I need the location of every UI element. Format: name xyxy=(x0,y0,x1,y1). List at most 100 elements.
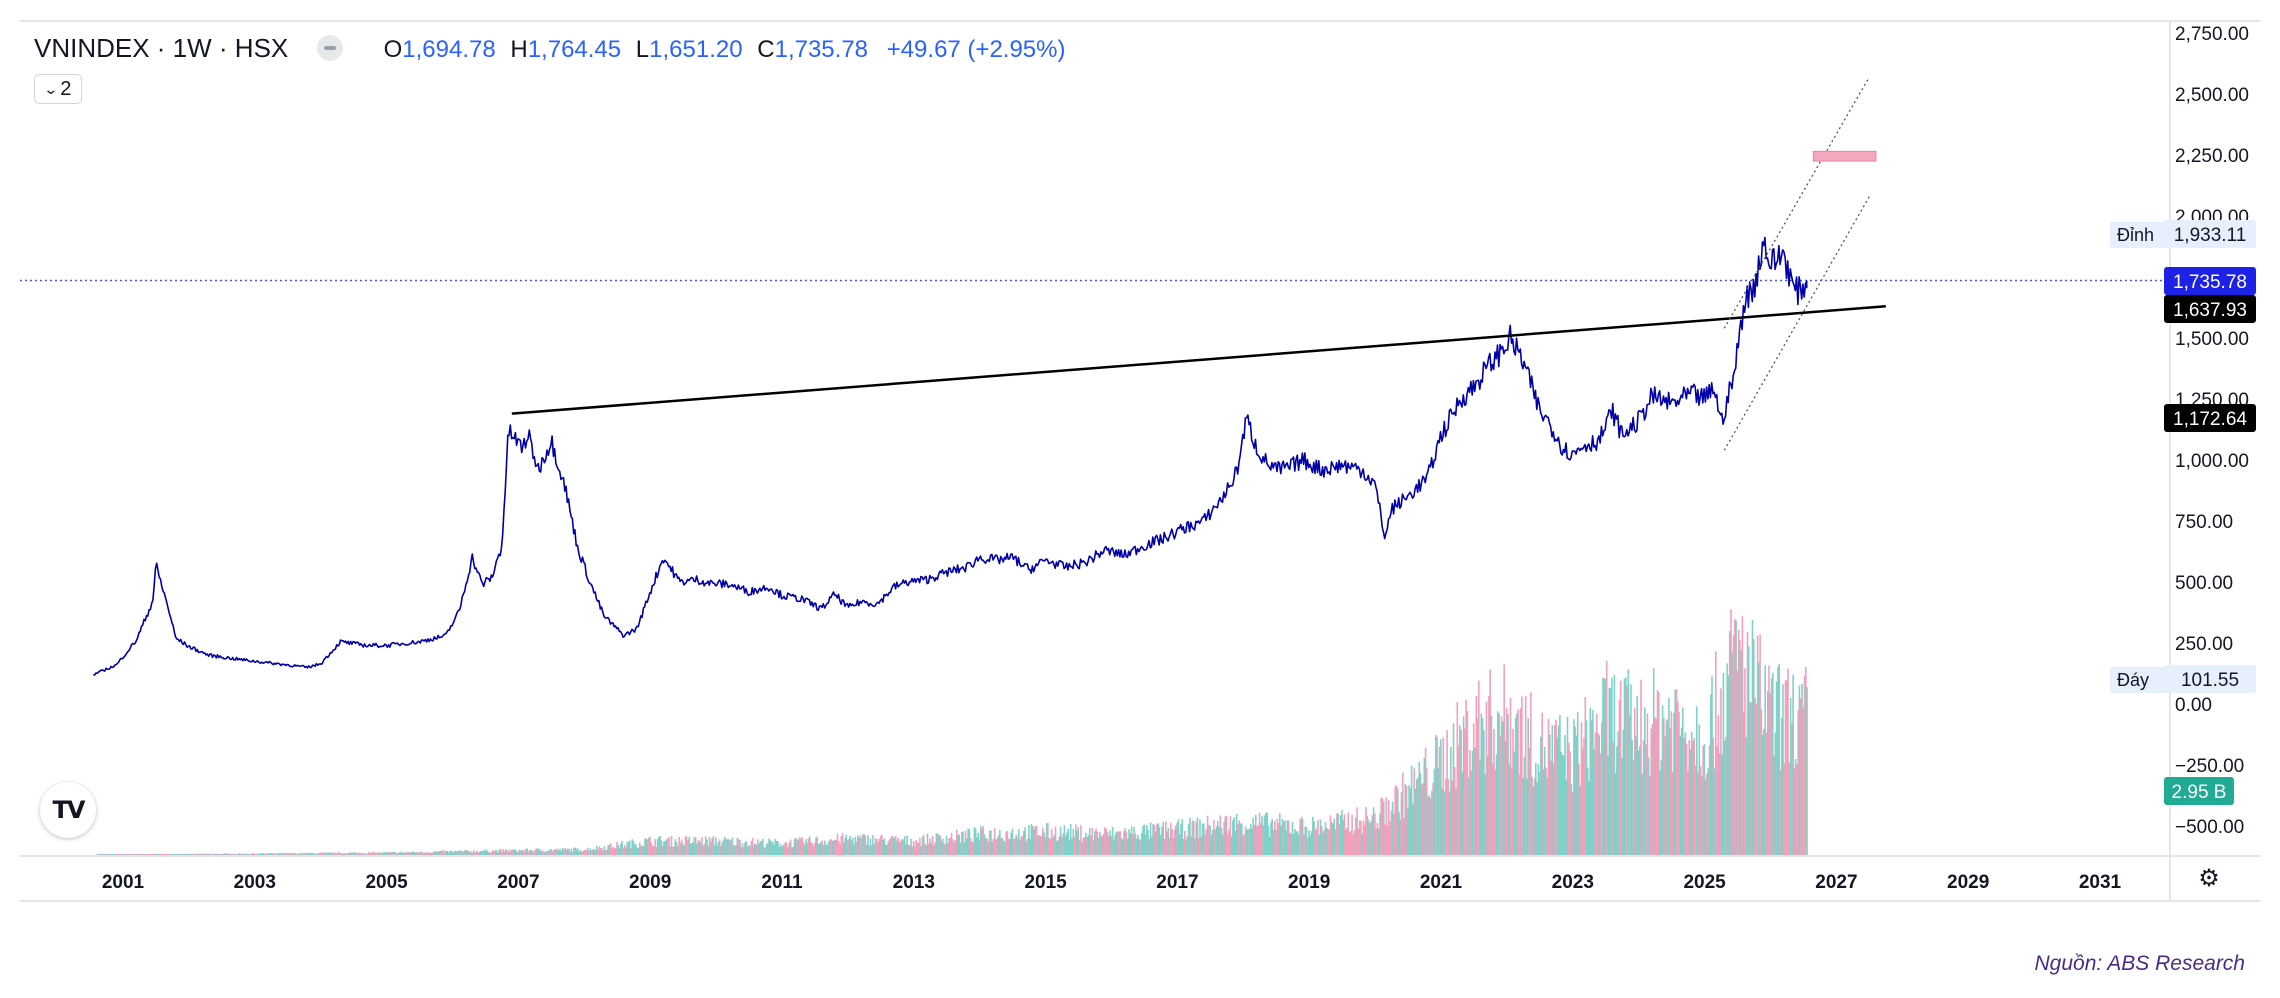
volume-bar xyxy=(1471,750,1474,855)
volume-bar xyxy=(475,850,478,855)
volume-bar xyxy=(182,854,185,855)
volume-badge xyxy=(2164,777,2234,805)
channel-upper-line[interactable] xyxy=(1723,76,1870,329)
volume-bar xyxy=(228,853,230,855)
volume-bar xyxy=(1385,797,1388,855)
gear-icon[interactable]: ⚙ xyxy=(2198,865,2220,892)
volume-bar xyxy=(334,852,337,855)
volume-bar xyxy=(1061,837,1063,855)
volume-bar xyxy=(1734,619,1736,855)
volume-bar xyxy=(478,852,480,855)
volume-bar xyxy=(1362,820,1365,855)
volume-bar xyxy=(1423,757,1426,855)
volume-bar xyxy=(1464,728,1466,855)
volume-bar xyxy=(767,843,769,855)
symbol-title[interactable]: VNINDEX · 1W · HSX xyxy=(34,33,289,63)
volume-bar xyxy=(618,848,621,855)
volume-bar xyxy=(1220,827,1223,855)
volume-bar xyxy=(1268,836,1271,855)
more-options-icon[interactable] xyxy=(316,34,343,61)
volume-bar xyxy=(907,844,910,855)
tradingview-logo-icon[interactable]: TV xyxy=(40,782,96,838)
volume-bar xyxy=(1740,650,1742,855)
volume-bar xyxy=(329,852,332,855)
x-tick-label: 2013 xyxy=(893,872,935,893)
volume-bar xyxy=(1747,646,1750,855)
volume-bar xyxy=(165,854,167,855)
volume-bar xyxy=(1261,816,1263,855)
volume-bar xyxy=(1788,762,1791,855)
volume-bar xyxy=(1645,744,1647,855)
volume-bar xyxy=(281,852,284,855)
volume-bar xyxy=(1394,786,1396,855)
price-series-line[interactable] xyxy=(93,236,1808,676)
volume-bar xyxy=(1213,820,1215,855)
x-tick-label: 2009 xyxy=(629,872,671,893)
volume-bar xyxy=(1242,835,1244,855)
volume-bar xyxy=(128,854,130,855)
volume-bar xyxy=(645,838,647,855)
volume-bar xyxy=(312,852,314,855)
volume-bar xyxy=(1580,722,1583,855)
volume-bar xyxy=(1530,692,1532,855)
volume-bar xyxy=(1127,838,1129,855)
volume-bar xyxy=(410,852,413,855)
volume-bar xyxy=(390,851,393,855)
channel-lower-line[interactable] xyxy=(1723,196,1870,451)
volume-bar xyxy=(718,839,721,855)
volume-bar xyxy=(1384,824,1386,855)
volume-bar xyxy=(1324,821,1327,855)
volume-bar xyxy=(122,854,124,855)
volume-bar xyxy=(1726,663,1728,855)
volume-bar xyxy=(375,853,377,855)
volume-bar xyxy=(427,852,429,855)
volume-bar xyxy=(484,851,486,855)
volume-bar xyxy=(710,841,712,855)
volume-bar xyxy=(1142,826,1144,855)
collapse-indicators-button[interactable]: ⌄ 2 xyxy=(34,74,82,104)
volume-bar xyxy=(1014,838,1016,855)
volume-bar xyxy=(1237,823,1239,855)
volume-bar xyxy=(584,849,587,855)
volume-bar xyxy=(1149,822,1152,855)
volume-bar xyxy=(193,853,195,855)
volume-bar xyxy=(1568,742,1570,855)
volume-bar xyxy=(1104,827,1106,855)
volume-bar xyxy=(1318,834,1320,855)
volume-bar xyxy=(508,849,511,855)
volume-bar xyxy=(1474,747,1476,855)
volume-bar xyxy=(1551,725,1554,855)
volume-bar xyxy=(1383,801,1385,855)
volume-bar xyxy=(1381,798,1384,855)
volume-bar xyxy=(414,852,417,855)
peak-label-value: 1,933.11 xyxy=(2174,225,2247,246)
volume-bar xyxy=(554,849,556,855)
target-zone[interactable] xyxy=(1812,150,1877,162)
volume-bar xyxy=(1007,838,1010,855)
volume-bar xyxy=(1291,822,1294,855)
bottom-label-badge xyxy=(2164,665,2256,693)
volume-bar xyxy=(412,851,414,855)
volume-bar xyxy=(151,854,153,855)
trend-line[interactable] xyxy=(511,305,1886,415)
volume-bar xyxy=(1796,764,1798,855)
volume-bar xyxy=(1736,670,1739,855)
volume-bar xyxy=(1398,812,1400,855)
volume-bar xyxy=(1728,631,1731,855)
volume-bar xyxy=(263,853,266,855)
volume-bar xyxy=(402,853,404,855)
volume-bar xyxy=(974,828,977,855)
volume-bar xyxy=(751,837,754,855)
volume-bar xyxy=(1011,828,1014,855)
volume-bar xyxy=(784,841,787,855)
volume-bar xyxy=(1533,778,1536,855)
volume-bar xyxy=(628,840,631,855)
volume-bar xyxy=(199,853,201,855)
volume-bar xyxy=(111,854,114,855)
volume-bar xyxy=(262,853,265,855)
volume-bar xyxy=(535,848,537,855)
volume-bar xyxy=(528,850,531,855)
volume-bar xyxy=(521,850,523,855)
volume-bar xyxy=(1739,639,1741,855)
